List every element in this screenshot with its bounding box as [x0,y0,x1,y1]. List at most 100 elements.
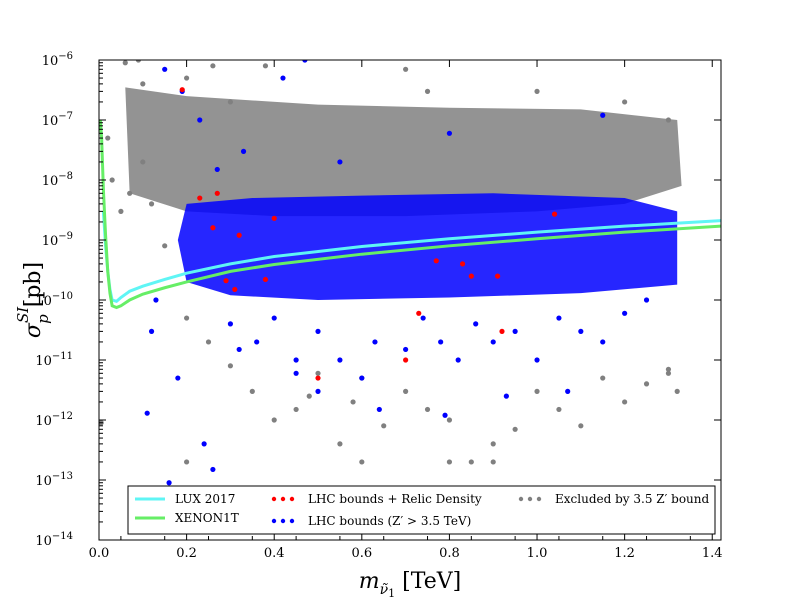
grey-point [674,388,680,394]
grey-point [205,339,212,345]
grey-point [403,388,409,394]
red-point [232,286,238,293]
grey-point [424,88,431,94]
legend-label: XENON1T [175,511,239,525]
grey-point [446,417,453,423]
x-label-sub: ν̃ [380,582,389,598]
legend-label: LHC bounds + Relic Density [308,492,482,506]
grey-point [403,66,409,72]
grey-point [665,370,672,376]
scatter-points [99,60,680,545]
grey-point [306,393,312,399]
grey-point [622,99,628,105]
blue-point [455,357,461,363]
red-point [271,215,277,221]
grey-point [122,60,128,66]
grey-point [512,426,518,432]
red-point [468,273,474,279]
blue-point [175,375,181,381]
blue-point [420,315,426,321]
y-tick-label: 10−8 [42,171,73,189]
blue-point [446,130,453,136]
blue-point [214,166,220,173]
red-point [223,278,229,284]
x-tick-label: 0.6 [351,546,372,561]
grey-point [262,63,269,69]
x-label-main: m [359,569,380,594]
y-tick-label: 10−11 [35,351,73,369]
y-label-main: σ [21,322,46,338]
grey-point [184,75,190,81]
y-tick-label: 10−14 [35,531,73,549]
grey-point [534,540,539,545]
red-point [433,258,439,264]
legend-marker [527,496,533,502]
grey-point [381,423,387,429]
blue-point [337,159,343,165]
blue-point [534,357,540,363]
grey-point [109,177,115,183]
x-tick-labels: 0.0 0.2 0.4 0.6 0.8 1.0 1.2 1.4 [89,546,723,561]
grey-point [490,459,496,465]
red-point [551,211,558,217]
red-point [236,232,242,238]
x-tick-label: 0.2 [176,546,197,561]
blue-point [210,466,216,473]
grey-point [315,370,321,376]
blue-point [166,480,172,486]
blue-point [565,388,571,394]
y-tick-label: 10−9 [42,231,73,249]
red-point [197,195,203,201]
grey-point [468,459,474,465]
red-point [179,87,185,93]
blue-point [201,441,207,447]
red-point [262,276,269,283]
blue-point [293,370,299,376]
red-point [214,190,220,196]
y-tick-label: 10−12 [35,411,73,429]
blue-point [438,339,444,345]
y-tick-labels: 10−14 10−13 10−12 10−11 10−10 10−9 10−8 10−7 10−… [35,51,73,549]
grey-point [359,459,365,465]
legend-marker [518,496,524,502]
grey-point [227,99,234,105]
legend-marker [280,518,286,524]
y-tick-label: 10−13 [35,471,73,489]
y-tick-label: 10−10 [35,291,73,309]
blue-point [148,328,155,334]
y-label-sup: SI [14,306,32,323]
grey-point [665,117,672,123]
blue-point [293,357,299,363]
blue-point [372,339,378,345]
x-tick-label: 1.4 [702,546,723,561]
blue-point [600,339,606,345]
blue-point [153,297,159,303]
blue-point [600,112,606,118]
blue-point [197,117,203,123]
grey-point [184,315,190,321]
grey-point [127,190,133,196]
blue-point [315,328,321,334]
xenon-curve [99,119,721,310]
red-point [416,310,422,316]
grey-point [148,201,155,207]
grey-dense-band [125,87,682,217]
grey-point [578,423,584,429]
axis-ticks [98,59,721,541]
blue-point [556,315,562,321]
grey-point [446,459,453,465]
legend-marker [289,518,295,524]
legend-marker [280,496,286,502]
x-axis-label: mν̃1 [TeV] [359,569,461,600]
grey-point [600,375,606,381]
blue-point [359,375,365,381]
x-tick-label: 0.0 [89,546,110,561]
red-point [210,225,216,231]
blue-point [473,321,479,327]
blue-point [271,315,277,321]
x-tick-label: 1.2 [614,546,635,561]
legend-marker [289,496,295,502]
blue-point [254,339,260,345]
blue-point [337,357,343,363]
